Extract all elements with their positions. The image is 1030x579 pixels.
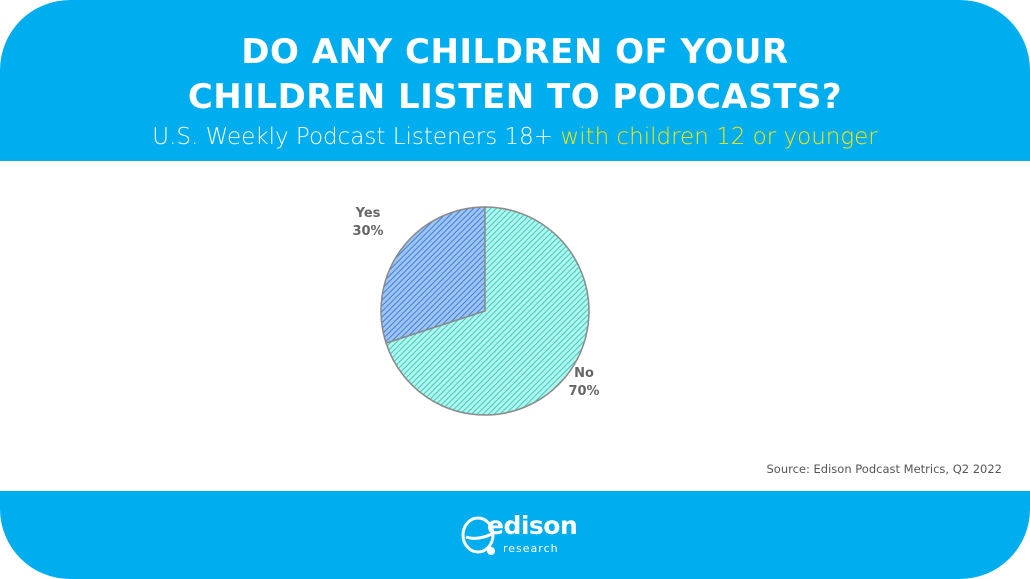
logo-word: edison — [487, 511, 578, 540]
source-note: Source: Edison Podcast Metrics, Q2 2022 — [766, 462, 1003, 476]
pie-slice-yes — [380, 206, 486, 345]
slice-label-yes: Yes — [355, 206, 381, 221]
slice-value-yes: 30% — [352, 224, 383, 239]
slice-label-no: No — [574, 366, 594, 381]
pie-slices — [380, 206, 590, 416]
chart-title: DO ANY CHILDREN OF YOUR CHILDREN LISTEN … — [0, 30, 1030, 120]
footer-banner — [0, 491, 1030, 579]
logo-subword: research — [503, 542, 559, 555]
title-line-1: DO ANY CHILDREN OF YOUR — [241, 32, 789, 72]
pie-slice-no — [385, 206, 590, 416]
subtitle-highlight: with children 12 or younger — [560, 124, 878, 150]
title-line-2: CHILDREN LISTEN TO PODCASTS? — [187, 77, 843, 117]
edison-research-logo-icon — [461, 516, 495, 555]
chart-subtitle: U.S. Weekly Podcast Listeners 18+ with c… — [0, 124, 1030, 150]
pie-labels: Yes 30% No 70% — [352, 206, 599, 399]
pie-chart: Yes 30% No 70% — [352, 206, 600, 416]
slice-value-no: 70% — [568, 384, 599, 399]
subtitle-main: U.S. Weekly Podcast Listeners 18+ — [152, 124, 561, 150]
header-banner: DO ANY CHILDREN OF YOUR CHILDREN LISTEN … — [0, 0, 1030, 161]
